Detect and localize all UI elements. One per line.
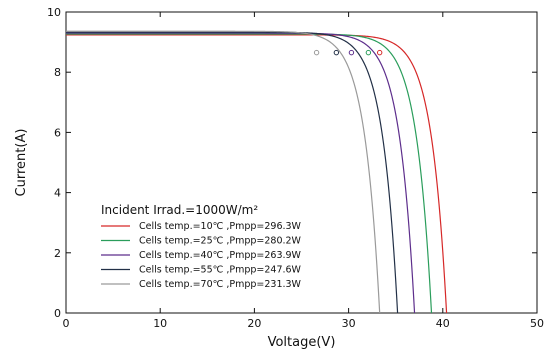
y-tick-label-2: 4	[54, 187, 61, 200]
mpp-marker-1	[365, 49, 372, 56]
legend-label-1: Cells temp.=25℃ ,Pmpp=280.2W	[139, 236, 302, 247]
mpp-marker-0	[376, 49, 383, 56]
x-tick-label-3: 30	[342, 317, 356, 330]
x-tick-label-2: 20	[247, 317, 261, 330]
x-tick-label-4: 40	[436, 317, 450, 330]
plot-frame	[65, 11, 538, 314]
series-line-4	[66, 30, 381, 314]
y-axis-label: Current(A)	[14, 129, 29, 197]
y-tick-label-5: 10	[47, 6, 61, 19]
x-tick-label-1: 10	[153, 317, 167, 330]
series-line-2	[66, 32, 416, 314]
legend-label-2: Cells temp.=40℃ ,Pmpp=263.9W	[139, 250, 302, 261]
y-tick-label-4: 8	[54, 66, 61, 79]
x-axis-label: Voltage(V)	[268, 335, 336, 350]
y-tick-label-1: 2	[54, 247, 61, 260]
y-tick-label-3: 6	[54, 126, 61, 139]
mpp-marker-3	[333, 49, 340, 56]
legend-label-0: Cells temp.=10℃ ,Pmpp=296.3W	[139, 221, 302, 232]
x-tick-label-0: 0	[63, 317, 70, 330]
x-tick-label-5: 50	[530, 317, 544, 330]
mpp-marker-2	[348, 49, 355, 56]
legend-title: Incident Irrad.=1000W/m²	[101, 203, 258, 217]
series-line-0	[66, 34, 448, 314]
legend-label-3: Cells temp.=55℃ ,Pmpp=247.6W	[139, 265, 302, 276]
series-line-3	[66, 31, 399, 314]
y-tick-label-0: 0	[54, 307, 61, 320]
legend-label-4: Cells temp.=70℃ ,Pmpp=231.3W	[139, 279, 302, 290]
mpp-marker-4	[313, 49, 320, 56]
series-line-1	[66, 33, 433, 314]
